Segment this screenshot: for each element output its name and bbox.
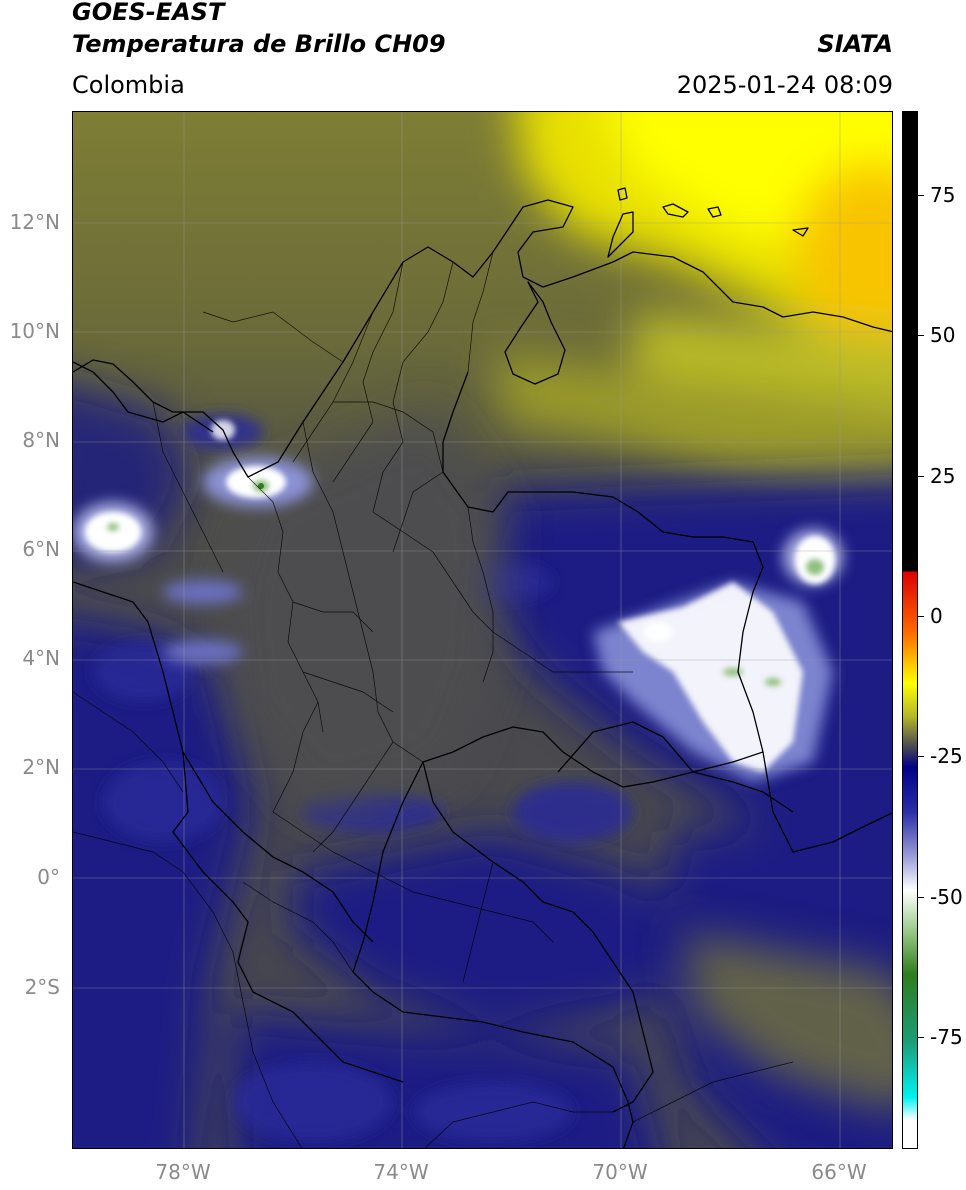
lat-label: 6°N [22,537,60,561]
datetime-label: 2025-01-24 08:09 [676,71,893,99]
brightness-temperature-field [73,112,892,1148]
lat-label: 10°N [9,319,60,343]
colorbar-tick-label: 75 [930,183,956,208]
colorbar-tick-label: 25 [930,463,956,488]
product-title: Temperatura de Brillo CH09 [72,30,446,58]
lon-label: 66°W [811,1160,867,1184]
colorbar-tick [918,475,924,477]
lon-label: 78°W [155,1160,211,1184]
agency-label: SIATA [817,30,893,58]
lon-label: 74°W [373,1160,429,1184]
colorbar-tick-label: -75 [930,1024,963,1049]
lat-label: 4°N [22,646,60,670]
lat-label: 8°N [22,428,60,452]
colorbar-tick-label: 50 [930,323,956,348]
colorbar-tick [918,335,924,337]
colorbar-tick [918,195,924,197]
colorbar-tick-label: 0 [930,603,943,628]
lat-label: 0° [37,865,60,889]
region-label: Colombia [72,71,185,99]
department-borders [73,251,794,1148]
colorbar-tick-label: -50 [930,884,963,909]
colorbar-tick [918,1036,924,1038]
satellite-map [72,111,893,1149]
country-borders [73,187,892,1148]
lon-label: 70°W [592,1160,648,1184]
lat-label: 2°N [22,755,60,779]
colorbar-tick [918,896,924,898]
colorbar-tick-label: -25 [930,744,963,769]
lat-label: 2°S [24,975,60,999]
lat-label: 12°N [9,210,60,234]
colorbar-tick [918,615,924,617]
satellite-title: GOES-EAST [72,0,225,26]
colorbar [902,111,918,1149]
colorbar-tick [918,756,924,758]
